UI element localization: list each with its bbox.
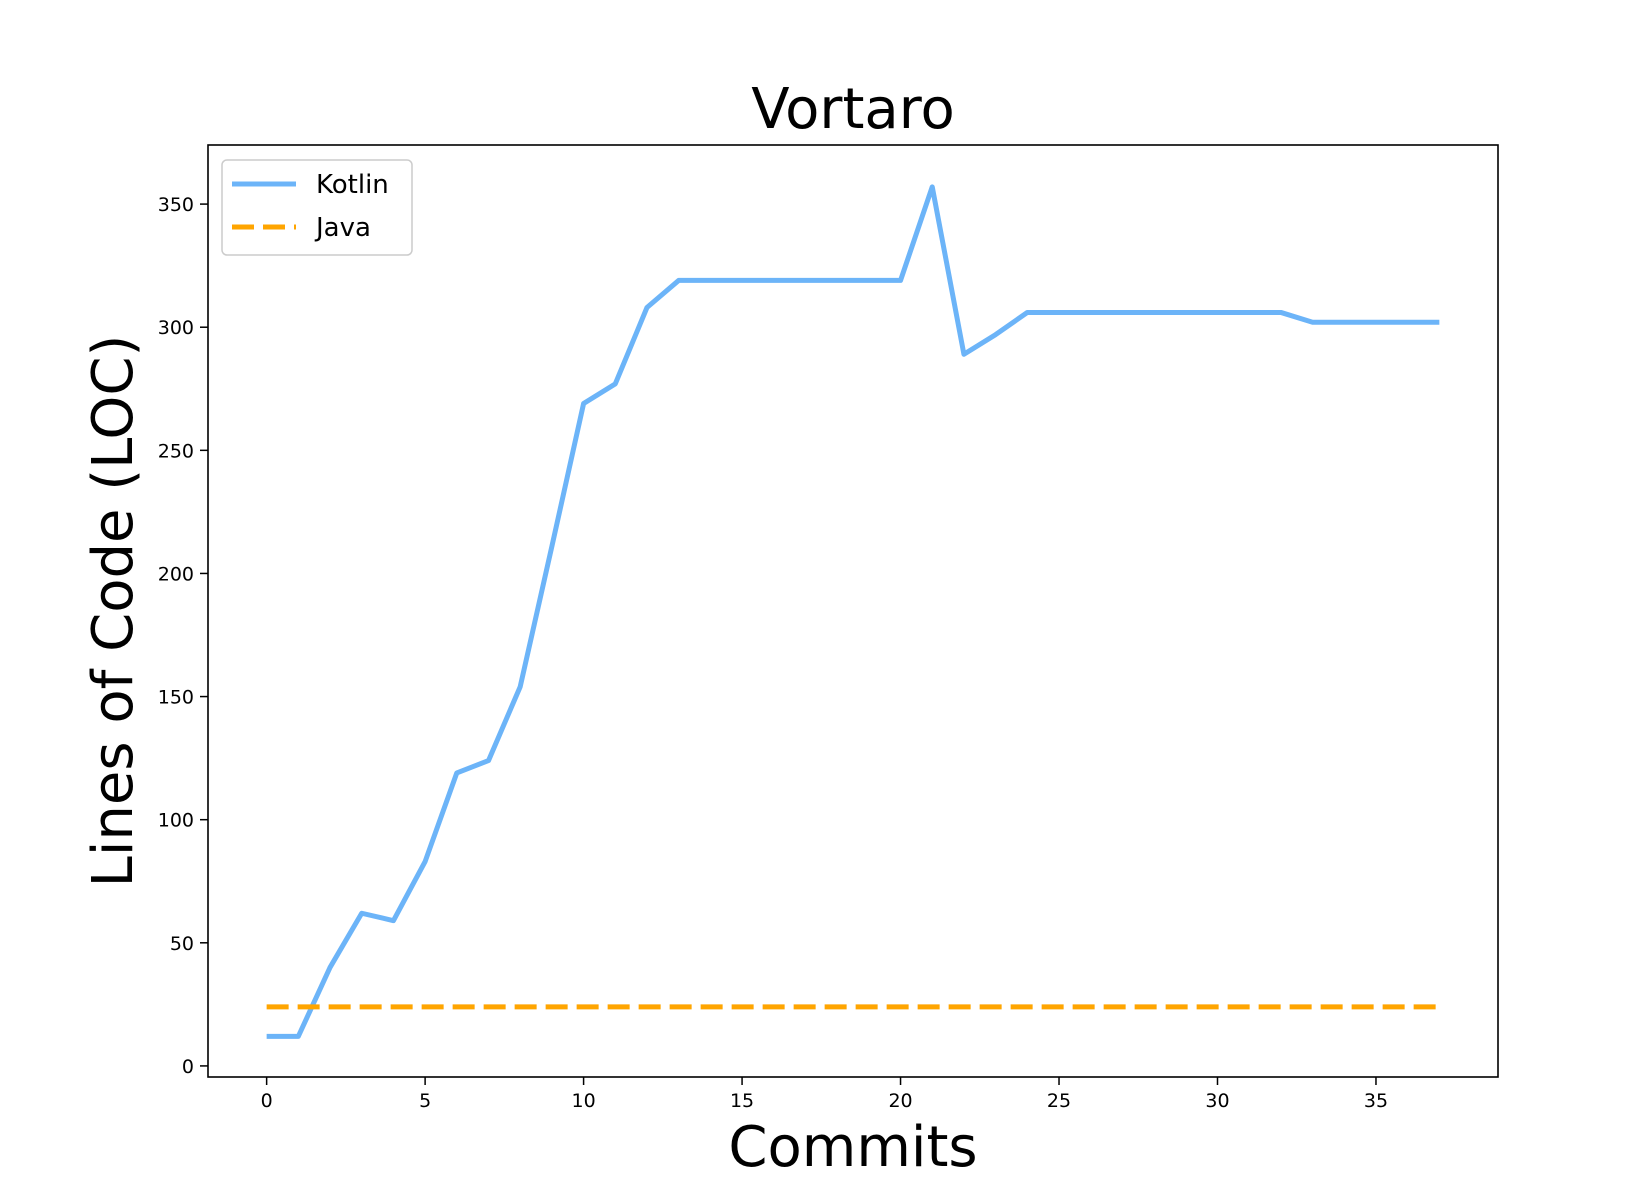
- y-tick-label: 50: [170, 933, 194, 955]
- x-tick-label: 20: [888, 1090, 912, 1112]
- legend: Kotlin Java: [221, 159, 413, 256]
- series-line-kotlin: [266, 184, 1440, 1039]
- x-tick-label: 30: [1205, 1090, 1229, 1112]
- x-tick-label: 35: [1364, 1090, 1388, 1112]
- x-tick-label: 0: [261, 1090, 273, 1112]
- y-axis-ticks: 0 50 100 150 200 250 300 350: [158, 194, 208, 1078]
- y-tick-label: 150: [158, 687, 194, 709]
- x-tick-label: 25: [1047, 1090, 1071, 1112]
- plot-series-group: [266, 184, 1440, 1039]
- y-tick-label: 100: [158, 810, 194, 832]
- y-tick-label: 250: [158, 440, 194, 462]
- y-tick-label: 0: [182, 1056, 194, 1078]
- x-axis-ticks: 0 5 10 15 20 25 30 35: [261, 1077, 1388, 1112]
- x-tick-label: 5: [419, 1090, 431, 1112]
- x-tick-label: 10: [571, 1090, 595, 1112]
- y-axis-label: Lines of Code (LOC): [81, 335, 146, 888]
- legend-label-kotlin: Kotlin: [316, 170, 389, 200]
- y-tick-label: 350: [158, 194, 194, 216]
- y-tick-label: 300: [158, 317, 194, 339]
- x-tick-label: 15: [730, 1090, 754, 1112]
- plot-frame: [207, 144, 1499, 1078]
- legend-label-java: Java: [314, 213, 371, 243]
- y-tick-label: 200: [158, 563, 194, 585]
- x-axis-label: Commits: [728, 1115, 977, 1180]
- chart-title: Vortaro: [751, 77, 955, 142]
